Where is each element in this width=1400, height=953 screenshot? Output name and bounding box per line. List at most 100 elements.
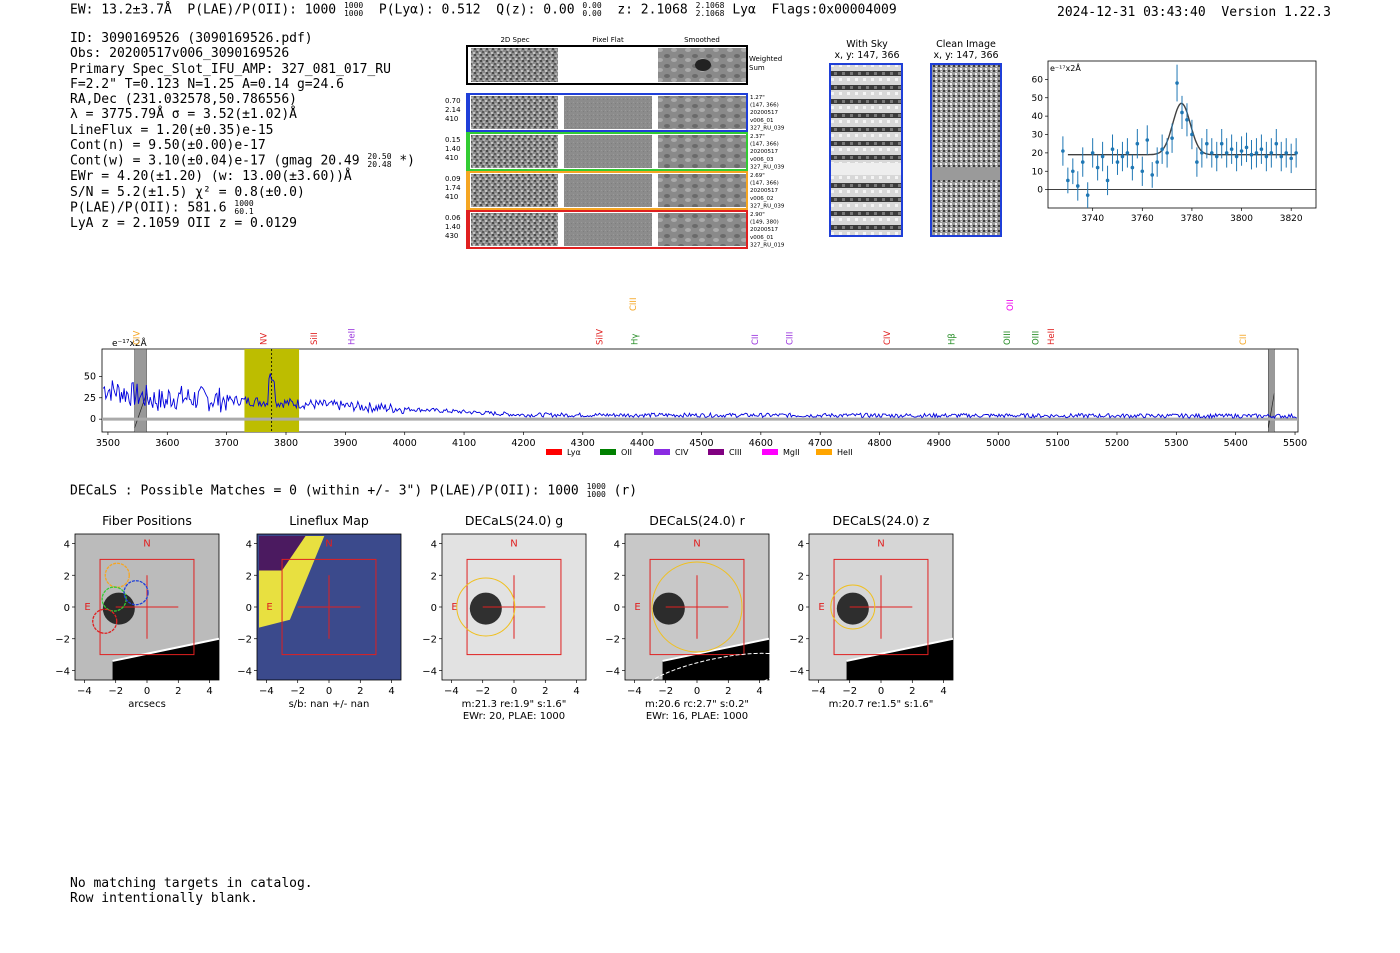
fit-data-point — [1209, 151, 1214, 155]
spec-xtick-label: 5000 — [986, 438, 1010, 449]
info-ewr: EWr = 4.20(±1.20) (w: 13.00(±3.60))Å — [70, 169, 352, 185]
weighted-label: Weighted — [749, 55, 782, 63]
north-label: N — [693, 539, 700, 550]
decals-caption-2: EWr: 16, PLAE: 1000 — [646, 711, 748, 722]
spec-xtick-label: 3700 — [215, 438, 239, 449]
fit-data-point — [1125, 151, 1130, 155]
aperture-ellipse — [830, 584, 876, 630]
decals-search-box — [281, 558, 377, 656]
decals-source-blob — [836, 592, 869, 625]
decals-panel-title: DECaLS(24.0) z — [833, 513, 930, 528]
decals-ytick-label: 2 — [798, 571, 804, 582]
fit-data-point — [1090, 151, 1095, 155]
decals-ytick-label: −2 — [605, 635, 620, 646]
decals-mask-edge — [662, 637, 770, 662]
spec-trace — [102, 373, 1297, 420]
decals-xtick-label: 4 — [206, 686, 212, 697]
fit-data-point — [1289, 156, 1293, 161]
info-radec: RA,Dec (231.032578,50.786556) — [70, 92, 297, 108]
spec-line-marker: HeII — [1047, 328, 1057, 345]
decals-xtick-label: −4 — [627, 686, 642, 697]
spec-ytick-label: 25 — [84, 393, 96, 404]
decals-panel-lineflux: Lineflux Map N E −4 −4 −2 −2 0 0 2 2 4 4 s/b: nan +/-… — [237, 513, 402, 710]
fit-data-point — [1269, 151, 1274, 155]
line-fit-chart: e⁻¹⁷x2Å 3740 3760 3780 3800 3820 0 10 20 30 40 50 60 — [1032, 60, 1317, 224]
decals-xtick-label: 2 — [175, 686, 181, 697]
fit-data-point — [1249, 152, 1254, 157]
cutout-row-note: (149, 380) — [750, 220, 779, 226]
decals-xtick-label: −4 — [811, 686, 826, 697]
fit-data-point — [1274, 141, 1279, 146]
decals-ytick-label: −2 — [55, 635, 70, 646]
decals-xtick-label: 0 — [878, 686, 884, 697]
fit-data-point — [1080, 160, 1085, 164]
spec-legend-swatch — [654, 449, 670, 455]
decals-xtick-label: −4 — [259, 686, 274, 697]
spec-line-marker: CIV — [132, 331, 142, 345]
info-sn: S/N = 5.2(±1.5) χ² = 0.8(±0.0) — [70, 184, 305, 200]
decals-caption-2: EWr: 20, PLAE: 1000 — [463, 711, 565, 722]
cutout-2d-spec — [471, 174, 558, 207]
decals-xtick-label: −2 — [658, 686, 673, 697]
cutout-2d-spec — [471, 213, 558, 246]
cutout-2d-spec — [471, 135, 558, 168]
decals-ytick-label: 2 — [64, 571, 70, 582]
info-contw: Cont(w) = 3.10(±0.04)e-17 (gmag 20.49 20… — [70, 152, 415, 170]
decals-ytick-label: 0 — [614, 603, 620, 614]
cutout-row-value: 1.40 — [445, 145, 461, 153]
aperture-ellipse — [651, 561, 743, 653]
fit-data-point — [1155, 160, 1159, 164]
fit-data-point — [1170, 136, 1174, 140]
info-lambda: λ = 3775.79Å σ = 3.52(±1.02)Å — [70, 107, 297, 123]
fit-xtick-label: 3780 — [1180, 214, 1203, 224]
decals-ytick-label: −4 — [605, 666, 620, 677]
decals-xtick-label: 4 — [573, 686, 579, 697]
decals-ytick-label: −2 — [237, 635, 252, 646]
header-qz: Q(z): 0.00 — [496, 2, 575, 18]
east-label: E — [818, 602, 824, 613]
fit-data-point — [1165, 151, 1169, 155]
fiber-circle — [104, 562, 130, 588]
decals-xtick-label: 4 — [940, 686, 946, 697]
fit-data-point — [1244, 145, 1249, 150]
footer-line1: No matching targets in catalog. — [70, 876, 313, 891]
fit-data-point — [1219, 141, 1224, 146]
decals-ytick-label: 4 — [614, 540, 620, 551]
spec-legend-label: HeII — [837, 448, 853, 457]
fit-plot-frame — [1047, 60, 1317, 209]
decals-summary: DECaLS : Possible Matches = 0 (within +/… — [70, 482, 638, 499]
cutout-row-note: 1.27" — [750, 95, 765, 101]
fit-data-point — [1061, 149, 1065, 153]
fit-data-point — [1234, 154, 1239, 159]
spec-legend-swatch — [600, 449, 616, 455]
fit-data-point — [1205, 141, 1209, 146]
decals-panel-title: DECaLS(24.0) r — [649, 513, 745, 528]
decals-panel-g: DECaLS(24.0) g N E −4 −4 −2 −2 0 0 2 2 4 4 m:21.3 re:… — [422, 513, 587, 722]
fit-data-point — [1294, 151, 1298, 155]
fit-ytick-label: 50 — [1032, 94, 1044, 104]
decals-ytick-label: 0 — [64, 603, 70, 614]
spec-legend-label: CIV — [675, 448, 689, 457]
spec-line-marker: CIII — [629, 298, 639, 311]
fit-data-point — [1115, 160, 1120, 164]
cutout-row-note: 2.90" — [750, 212, 765, 218]
cutout-row-value: 1.40 — [445, 223, 461, 231]
cutout-row-value: 0.06 — [445, 214, 461, 222]
cutout-row-note: 20200517 — [750, 188, 778, 194]
fit-ytick-label: 10 — [1032, 167, 1044, 177]
cutout-row-value: 0.09 — [445, 175, 461, 183]
spec-line-marker: CIII — [785, 332, 795, 345]
spec-line-marker: CII — [1239, 334, 1249, 345]
decals-xtick-label: 0 — [144, 686, 150, 697]
decals-panel-r: DECaLS(24.0) r N E −4 −4 −2 −2 0 0 2 2 4 4 m:20.6 rc:… — [605, 513, 790, 722]
decals-caption-1: s/b: nan +/- nan — [289, 699, 370, 710]
fit-data-point — [1150, 173, 1155, 177]
footer-notes: No matching targets in catalog. Row inte… — [70, 876, 313, 906]
spec-xtick-label: 4300 — [571, 438, 595, 449]
fit-data-point — [1095, 165, 1100, 170]
cutout-row-note: (147, 366) — [750, 103, 779, 109]
cutout-row-note: v006_03 — [750, 157, 774, 163]
fit-ytick-label: 40 — [1032, 112, 1044, 122]
spec-legend-swatch — [708, 449, 724, 455]
